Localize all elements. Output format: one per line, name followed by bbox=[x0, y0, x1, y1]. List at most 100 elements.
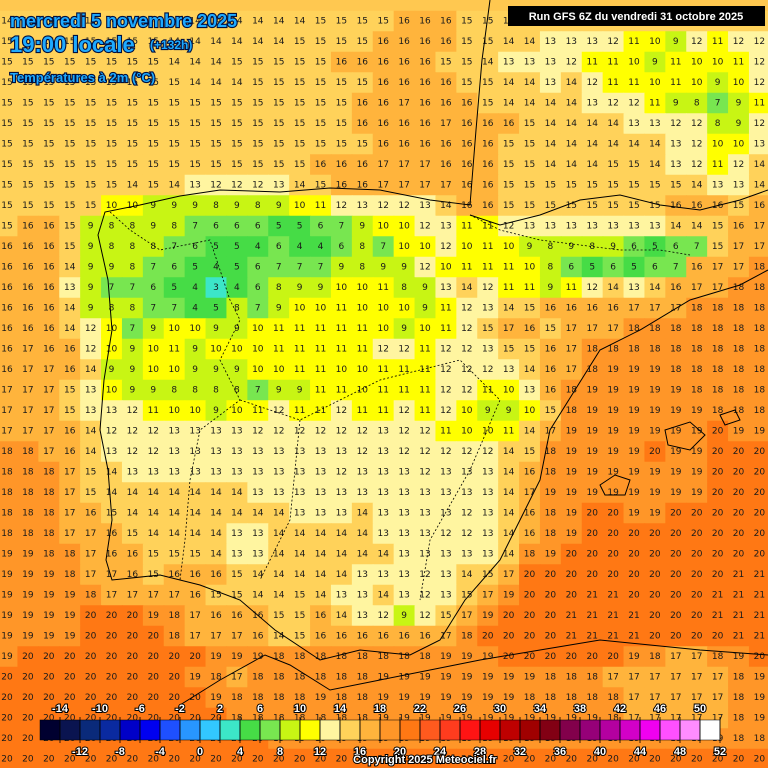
temperature-cell bbox=[17, 400, 39, 422]
temperature-value: 14 bbox=[106, 488, 118, 498]
temperature-cell bbox=[163, 359, 186, 381]
temperature-cell bbox=[101, 441, 123, 463]
temperature-value: 17 bbox=[148, 591, 159, 601]
temperature-cell bbox=[686, 92, 708, 114]
temperature-cell bbox=[38, 256, 60, 278]
temperature-cell bbox=[414, 420, 437, 442]
temperature-cell bbox=[665, 605, 687, 627]
temperature-value: 13 bbox=[733, 181, 744, 191]
temperature-cell bbox=[414, 687, 437, 709]
temperature-cell bbox=[310, 256, 332, 278]
temperature-cell bbox=[707, 564, 729, 586]
temperature-cell bbox=[121, 92, 144, 114]
temperature-cell bbox=[351, 420, 374, 442]
temperature-cell bbox=[59, 400, 81, 422]
temperature-cell bbox=[101, 10, 123, 32]
temperature-cell bbox=[519, 236, 541, 258]
temperature-value: 16 bbox=[357, 119, 369, 129]
temperature-value: 19 bbox=[628, 652, 640, 662]
temperature-value: 19 bbox=[482, 652, 494, 662]
temperature-value: 18 bbox=[691, 365, 703, 375]
temperature-value: 15 bbox=[336, 37, 347, 47]
temperature-cell bbox=[539, 543, 562, 565]
temperature-value: 21 bbox=[754, 570, 765, 580]
temperature-cell bbox=[665, 564, 687, 586]
temperature-value: 18 bbox=[733, 406, 745, 416]
temperature-cell bbox=[330, 10, 353, 32]
temperature-value: 15 bbox=[148, 99, 159, 109]
temperature-value: 14 bbox=[252, 509, 264, 519]
temperature-value: 10 bbox=[189, 324, 201, 334]
temperature-cell bbox=[623, 133, 646, 155]
temperature-value: 15 bbox=[22, 58, 33, 68]
temperature-cell bbox=[456, 72, 478, 94]
temperature-value: 15 bbox=[336, 78, 347, 88]
temperature-cell bbox=[289, 523, 311, 545]
temperature-cell bbox=[644, 338, 666, 360]
temperature-value: 11 bbox=[252, 406, 263, 416]
temperature-cell bbox=[80, 215, 102, 237]
temperature-value: 11 bbox=[419, 365, 430, 375]
temperature-value: 18 bbox=[252, 673, 264, 683]
temperature-cell bbox=[393, 338, 416, 360]
temperature-cell bbox=[226, 133, 248, 155]
temperature-cell bbox=[498, 195, 520, 217]
temperature-cell bbox=[38, 666, 60, 688]
temperature-cell bbox=[414, 297, 437, 319]
temperature-cell bbox=[519, 92, 541, 114]
temperature-cell bbox=[435, 441, 457, 463]
temperature-value: 19 bbox=[586, 488, 598, 498]
temperature-cell bbox=[247, 174, 269, 196]
temperature-value: 20 bbox=[43, 652, 55, 662]
temperature-cell bbox=[59, 379, 81, 401]
temperature-value: 6 bbox=[255, 222, 261, 232]
temperature-value: 19 bbox=[545, 714, 557, 724]
temperature-value: 18 bbox=[1, 529, 13, 539]
temperature-cell bbox=[142, 236, 165, 258]
temperature-cell bbox=[477, 420, 499, 442]
temperature-value: 11 bbox=[357, 324, 368, 334]
temperature-value: 20 bbox=[607, 509, 619, 519]
temperature-cell bbox=[728, 461, 750, 483]
temperature-value: 19 bbox=[461, 652, 473, 662]
temperature-cell bbox=[247, 420, 269, 442]
temperature-value: 12 bbox=[419, 570, 430, 580]
temperature-value: 20 bbox=[733, 529, 745, 539]
temperature-value: 13 bbox=[566, 222, 577, 232]
temperature-value: 16 bbox=[106, 550, 118, 560]
temperature-value: 16 bbox=[64, 427, 76, 437]
temperature-value: 16 bbox=[231, 611, 243, 621]
temperature-value: 20 bbox=[712, 427, 724, 437]
temperature-value: 16 bbox=[566, 304, 578, 314]
temperature-value: 8 bbox=[401, 283, 407, 293]
temperature-value: 14 bbox=[231, 509, 243, 519]
temperature-value: 20 bbox=[168, 755, 180, 765]
legend-tick-label: 20 bbox=[394, 746, 406, 758]
temperature-cell bbox=[268, 379, 290, 401]
temperature-value: 15 bbox=[210, 99, 221, 109]
temperature-value: 13 bbox=[461, 488, 472, 498]
temperature-cell bbox=[142, 400, 165, 422]
temperature-cell bbox=[142, 51, 165, 73]
temperature-cell bbox=[707, 256, 729, 278]
temperature-cell bbox=[456, 625, 478, 647]
temperature-cell bbox=[205, 400, 228, 422]
temperature-cell bbox=[38, 748, 60, 768]
temperature-cell bbox=[184, 359, 207, 381]
temperature-cell bbox=[38, 400, 60, 422]
legend-tick-label: 8 bbox=[277, 746, 283, 758]
temperature-grid: 14 14 14 14 14 14 14 14 14 14 14 14 14 14 14 15 15 15 15 16… bbox=[0, 10, 768, 768]
temperature-cell bbox=[539, 215, 562, 237]
temperature-cell bbox=[330, 195, 353, 217]
temperature-value: 13 bbox=[398, 468, 409, 478]
temperature-value: 11 bbox=[419, 345, 430, 355]
temperature-value: 10 bbox=[377, 222, 389, 232]
temperature-cell bbox=[163, 338, 186, 360]
temperature-cell bbox=[226, 748, 248, 768]
temperature-cell bbox=[226, 400, 248, 422]
temperature-value: 17 bbox=[85, 550, 96, 560]
temperature-cell bbox=[80, 72, 102, 94]
temperature-value: 19 bbox=[524, 714, 536, 724]
temperature-cell bbox=[414, 441, 437, 463]
border bbox=[109, 211, 241, 581]
